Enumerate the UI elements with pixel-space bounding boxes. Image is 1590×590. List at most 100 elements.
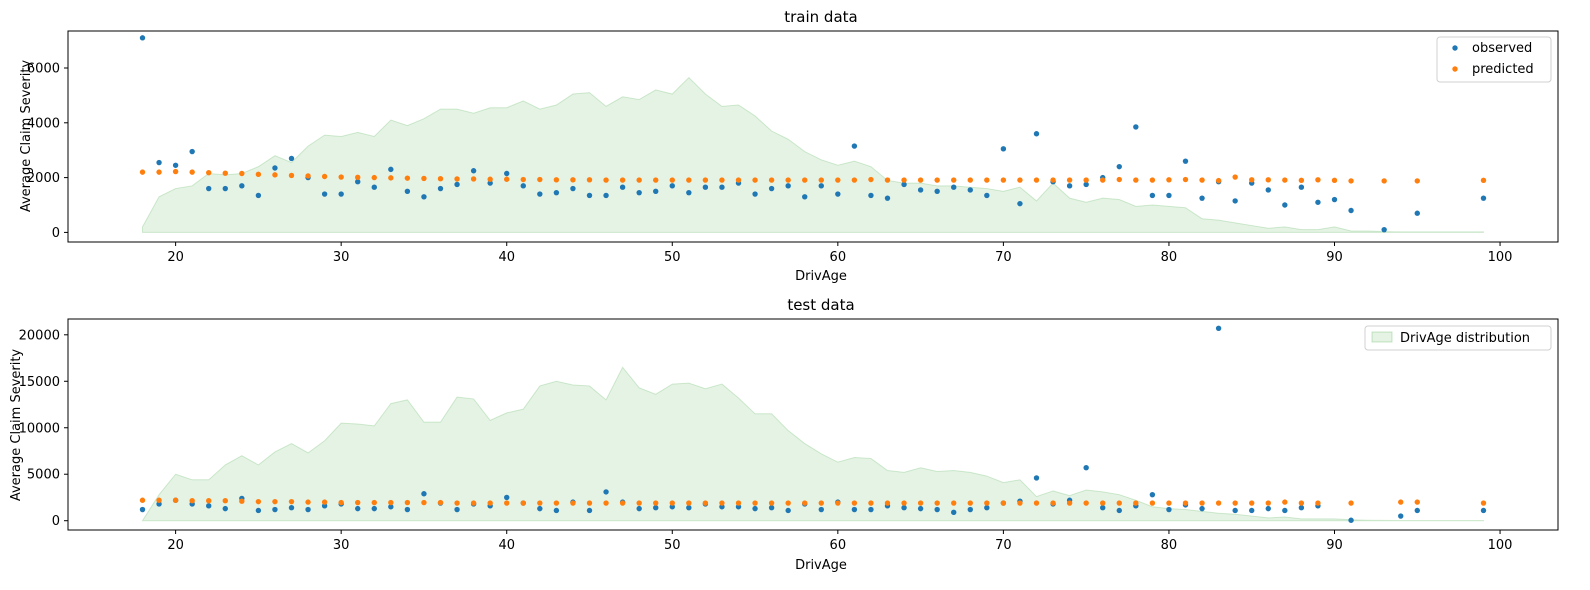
test-x-tick-label: 50 xyxy=(664,538,681,553)
train-x-tick-label: 80 xyxy=(1161,250,1178,265)
test-point-predicted xyxy=(239,498,245,504)
train-point-predicted xyxy=(570,177,576,183)
train-point-observed xyxy=(1298,184,1305,190)
test-point-predicted xyxy=(653,500,659,506)
train-point-observed xyxy=(1083,181,1089,188)
train-point-predicted xyxy=(619,177,626,183)
test-point-predicted xyxy=(752,500,758,506)
test-point-observed xyxy=(785,507,791,514)
test-point-observed xyxy=(735,504,742,510)
train-point-predicted xyxy=(1116,176,1122,183)
train-point-observed xyxy=(719,184,725,190)
train-point-predicted xyxy=(288,172,295,179)
test-y-tick-label: 20000 xyxy=(19,328,60,343)
train-point-predicted xyxy=(189,169,195,175)
train-marks xyxy=(139,35,1487,233)
train-y-axis-label: Average Claim Severity xyxy=(19,60,34,213)
train-x-tick-label: 50 xyxy=(664,250,681,265)
test-point-predicted xyxy=(1348,500,1354,506)
test-point-observed xyxy=(984,504,990,511)
train-point-observed xyxy=(1000,146,1007,152)
test-point-observed xyxy=(1166,506,1172,513)
train-point-predicted xyxy=(1066,177,1073,183)
test-legend-label-distribution: DrivAge distribution xyxy=(1400,331,1530,346)
train-point-observed xyxy=(404,188,411,195)
train-point-predicted xyxy=(1215,177,1222,184)
test-x-tick-label: 60 xyxy=(830,538,847,553)
test-point-predicted xyxy=(1166,500,1172,506)
train-point-observed xyxy=(835,191,841,197)
train-legend: observed predicted xyxy=(1436,36,1552,83)
test-point-predicted xyxy=(487,500,493,506)
train-point-predicted xyxy=(1033,177,1040,183)
train-point-predicted xyxy=(1315,177,1321,183)
test-point-observed xyxy=(951,509,957,516)
train-point-observed xyxy=(1348,207,1354,214)
test-point-observed xyxy=(636,505,642,512)
train-chart-title: train data xyxy=(784,8,857,26)
test-point-observed xyxy=(156,501,162,507)
test-point-predicted xyxy=(1149,500,1156,506)
test-point-predicted xyxy=(189,498,195,504)
train-x-ticks: 20 30 40 50 60 70 80 90 100 xyxy=(167,242,1512,265)
train-point-observed xyxy=(884,195,891,201)
train-point-predicted xyxy=(1149,177,1156,183)
test-point-predicted xyxy=(735,500,742,506)
train-point-predicted xyxy=(338,174,344,180)
test-point-observed xyxy=(1282,507,1288,514)
test-point-observed xyxy=(305,506,311,513)
test-point-predicted xyxy=(851,500,858,506)
train-point-observed xyxy=(586,192,593,199)
test-plot-frame xyxy=(67,318,1559,531)
test-x-ticks: 20 30 40 50 60 70 80 90 100 xyxy=(167,530,1512,553)
test-x-tick-label: 40 xyxy=(498,538,515,553)
test-point-predicted xyxy=(669,500,675,506)
train-point-predicted xyxy=(520,176,526,183)
train-x-tick-label: 40 xyxy=(498,250,515,265)
train-point-observed xyxy=(206,185,212,192)
test-point-predicted xyxy=(272,498,278,505)
test-point-observed xyxy=(1116,507,1122,514)
train-point-observed xyxy=(1315,199,1321,205)
train-point-observed xyxy=(139,35,146,41)
train-point-predicted xyxy=(139,169,146,175)
train-point-observed xyxy=(172,162,179,168)
train-point-predicted xyxy=(669,177,675,183)
train-point-predicted xyxy=(487,176,493,182)
train-point-predicted xyxy=(835,177,841,183)
train-point-observed xyxy=(1381,226,1387,233)
train-point-observed xyxy=(636,189,642,196)
train-point-observed xyxy=(1166,192,1172,199)
train-point-observed xyxy=(653,188,659,195)
test-point-predicted xyxy=(1050,500,1056,506)
train-point-predicted xyxy=(752,177,758,183)
test-point-predicted xyxy=(537,500,543,506)
train-point-observed xyxy=(603,192,609,199)
train-point-observed xyxy=(222,185,228,192)
train-point-predicted xyxy=(735,177,742,183)
train-point-observed xyxy=(802,194,808,200)
train-point-predicted xyxy=(1182,176,1189,183)
test-point-observed xyxy=(1414,507,1420,514)
train-y-tick-label: 2000 xyxy=(27,171,60,186)
train-plot-frame xyxy=(67,30,1559,243)
train-point-observed xyxy=(570,185,576,192)
test-point-predicted xyxy=(1398,499,1404,505)
train-distribution-shape xyxy=(142,76,1484,233)
test-point-observed xyxy=(321,503,328,509)
train-legend-label-observed: observed xyxy=(1472,41,1532,56)
test-point-predicted xyxy=(288,498,295,505)
train-y-tick-label: 6000 xyxy=(27,61,60,76)
train-point-predicted xyxy=(388,175,394,181)
test-legend-box xyxy=(1364,325,1552,351)
train-legend-box xyxy=(1436,36,1552,83)
train-point-predicted xyxy=(636,177,642,183)
test-distribution-shape xyxy=(141,366,1484,522)
test-point-observed xyxy=(868,506,874,513)
test-x-tick-label: 20 xyxy=(167,538,184,553)
test-point-observed xyxy=(1480,507,1487,514)
train-y-tick-label: 0 xyxy=(52,226,60,241)
train-point-predicted xyxy=(984,177,990,183)
test-y-tick-label: 0 xyxy=(52,514,60,529)
